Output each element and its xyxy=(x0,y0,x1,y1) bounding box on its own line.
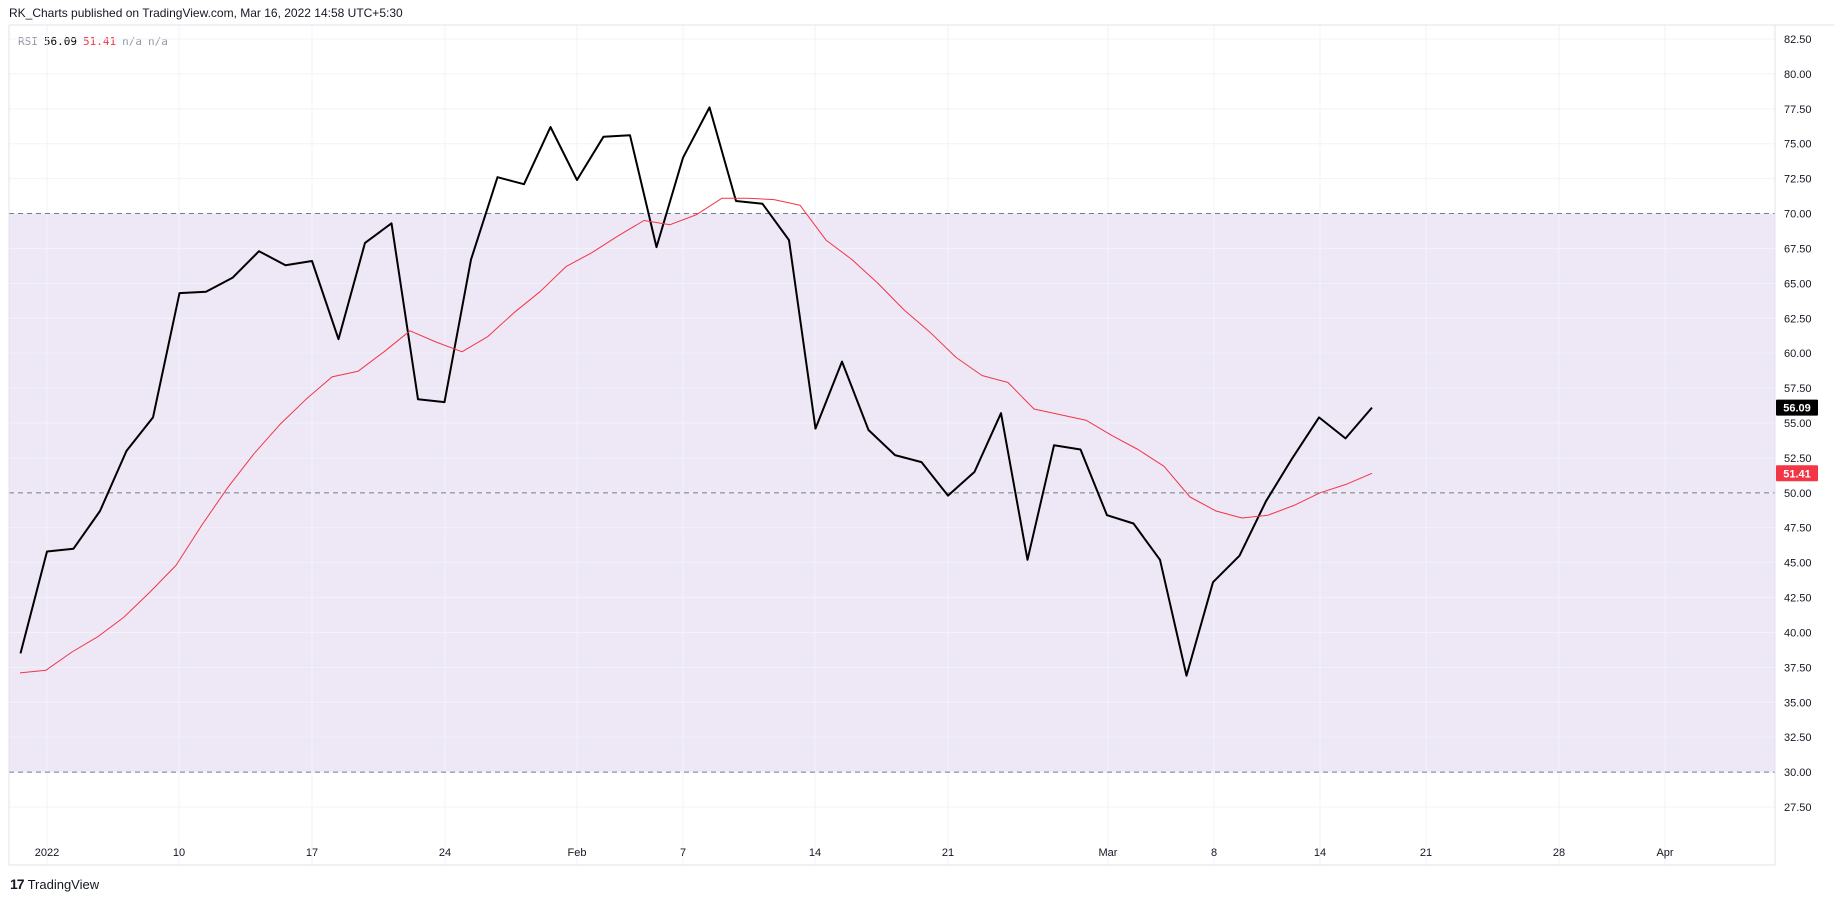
legend-indicator-name[interactable]: RSI xyxy=(18,35,38,48)
x-tick-label: 21 xyxy=(1420,847,1432,859)
legend-ma-value: 51.41 xyxy=(83,35,117,48)
legend-na-2: n/a xyxy=(148,35,168,48)
y-tick-label: 72.50 xyxy=(1784,174,1812,186)
y-tick-label: 37.50 xyxy=(1784,662,1812,674)
y-tick-label: 67.50 xyxy=(1784,243,1812,255)
x-tick-label: 7 xyxy=(680,847,686,859)
y-tick-label: 62.50 xyxy=(1784,313,1812,325)
x-tick-label: 14 xyxy=(809,847,821,859)
rsi-line xyxy=(19,106,1373,677)
last-value-label-ma: 51.41 xyxy=(1783,468,1811,480)
y-tick-label: 42.50 xyxy=(1784,593,1812,605)
tradingview-footer: 17 TradingView xyxy=(10,876,99,892)
tradingview-logo-icon: 17 xyxy=(10,876,25,892)
x-tick-label: 21 xyxy=(942,847,954,859)
x-tick-label: Apr xyxy=(1656,847,1673,859)
indicator-legend: RSI 56.09 51.41 n/a n/a xyxy=(18,35,174,48)
last-value-label-rsi: 56.09 xyxy=(1783,403,1811,415)
publisher-header: RK_Charts published on TradingView.com, … xyxy=(9,6,403,20)
y-tick-label: 52.50 xyxy=(1784,453,1812,465)
y-tick-label: 82.50 xyxy=(1784,34,1812,46)
x-tick-label: 14 xyxy=(1314,847,1326,859)
x-tick-label: 8 xyxy=(1211,847,1217,859)
last-value-badge-rsi xyxy=(1776,399,1818,416)
y-tick-label: 45.00 xyxy=(1784,558,1812,570)
y-tick-label: 65.00 xyxy=(1784,278,1812,290)
y-tick-label: 32.50 xyxy=(1784,732,1812,744)
y-tick-label: 55.00 xyxy=(1784,418,1812,430)
x-tick-label: 24 xyxy=(439,847,451,859)
y-tick-label: 70.00 xyxy=(1784,209,1812,221)
x-tick-label: Feb xyxy=(568,847,587,859)
y-tick-label: 47.50 xyxy=(1784,523,1812,535)
rsi-ma-line xyxy=(19,197,1373,674)
y-tick-label: 77.50 xyxy=(1784,104,1812,116)
tradingview-brand: TradingView xyxy=(27,876,100,892)
x-tick-label: 28 xyxy=(1553,847,1565,859)
y-tick-label: 50.00 xyxy=(1784,488,1812,500)
x-tick-label: 2022 xyxy=(35,847,59,859)
y-tick-label: 40.00 xyxy=(1784,627,1812,639)
legend-rsi-value: 56.09 xyxy=(43,35,77,48)
y-tick-label: 80.00 xyxy=(1784,69,1812,81)
y-tick-label: 35.00 xyxy=(1784,697,1812,709)
x-tick-label: 17 xyxy=(306,847,318,859)
last-value-badge-ma xyxy=(1776,465,1818,482)
x-tick-label: 10 xyxy=(173,847,185,859)
y-tick-label: 27.50 xyxy=(1784,802,1812,814)
y-tick-label: 60.00 xyxy=(1784,348,1812,360)
legend-na-1: n/a xyxy=(122,35,142,48)
y-tick-label: 57.50 xyxy=(1784,383,1812,395)
y-tick-label: 75.00 xyxy=(1784,139,1812,151)
x-tick-label: Mar xyxy=(1099,847,1118,859)
y-tick-label: 30.00 xyxy=(1784,767,1812,779)
